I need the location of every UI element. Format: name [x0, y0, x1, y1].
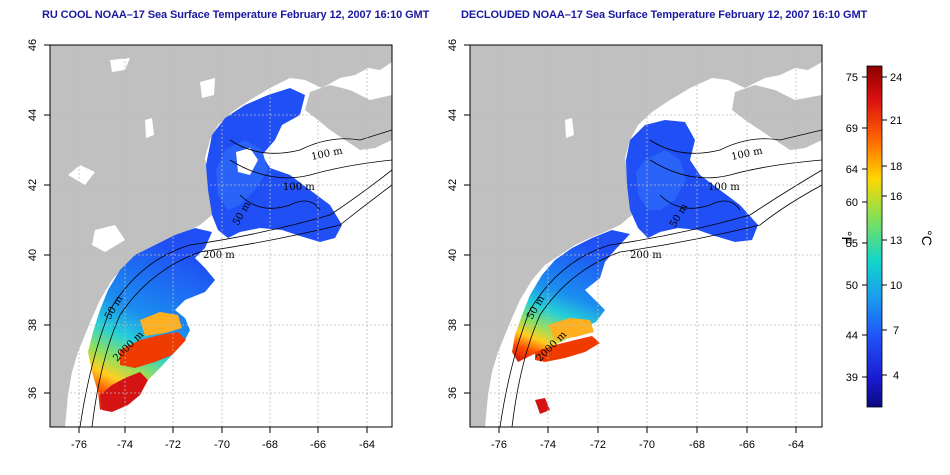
- lon-tick-label: -76: [71, 439, 87, 451]
- contour-label: 100 m: [283, 182, 315, 193]
- lat-tick-label: 38: [447, 319, 459, 331]
- lat-tick-label: 42: [27, 179, 39, 191]
- sst-warm-water: [140, 312, 182, 336]
- contour-label: 200 m: [630, 250, 662, 261]
- lon-tick-label: -72: [165, 439, 181, 451]
- grid-lines: [470, 45, 822, 427]
- grid-lines: [50, 45, 392, 427]
- lat-tick-label: 42: [447, 179, 459, 191]
- lat-tick-label: 46: [27, 39, 39, 51]
- celsius-tick-label: 4: [893, 370, 899, 382]
- fahrenheit-tick-label: 39: [846, 372, 858, 384]
- sst-shelf-water: [512, 230, 630, 362]
- left-map-title: RU COOL NOAA–17 Sea Surface Temperature …: [42, 9, 430, 21]
- celsius-tick-label: 24: [890, 72, 902, 84]
- fahrenheit-tick-label: 44: [846, 330, 858, 342]
- lat-tick-label: 40: [447, 249, 459, 261]
- fahrenheit-tick-label: 64: [846, 164, 858, 176]
- fahrenheit-tick-label: 60: [846, 197, 858, 209]
- lon-tick-label: -64: [359, 439, 375, 451]
- land-mass: [732, 85, 822, 150]
- celsius-tick-label: 7: [893, 325, 899, 337]
- map-frame: [469, 44, 823, 428]
- celsius-unit-label: °C: [919, 230, 935, 246]
- sst-cold-water: [626, 120, 758, 242]
- right-map-panel: 100 m 100 m 50 m 200 m 50 m 2000 m -76 -…: [447, 39, 823, 451]
- lat-tick-label: 36: [447, 387, 459, 399]
- contour-label: 100 m: [708, 182, 740, 193]
- bathymetry-contours: [499, 129, 822, 427]
- lat-tick-label: 44: [447, 109, 459, 121]
- land-mass: [470, 45, 822, 427]
- sst-warm-water: [120, 332, 186, 368]
- right-map-title: DECLOUDED NOAA–17 Sea Surface Temperatur…: [461, 9, 868, 21]
- celsius-tick-label: 18: [890, 161, 902, 173]
- lat-tick-label: 40: [27, 249, 39, 261]
- lon-tick-label: -66: [739, 439, 755, 451]
- contour-label: 100 m: [310, 145, 344, 162]
- celsius-tick-label: 21: [890, 115, 902, 127]
- celsius-tick-label: 10: [890, 280, 902, 292]
- lat-tick-label: 36: [27, 387, 39, 399]
- sst-warm-water: [535, 398, 550, 414]
- colorbar-gradient: [866, 65, 883, 408]
- contour-label: 100 m: [730, 145, 764, 162]
- left-map-panel: 100 m 100 m 50 m 200 m 50 m 2000 m -76 -…: [27, 39, 393, 451]
- fahrenheit-tick-label: 75: [846, 72, 858, 84]
- fahrenheit-unit-label: °F: [839, 231, 855, 245]
- sst-warm-water: [548, 318, 594, 340]
- sst-cold-water: [636, 150, 686, 210]
- lon-tick-label: -70: [214, 439, 230, 451]
- lon-tick-label: -74: [540, 439, 556, 451]
- sst-warm-water: [535, 336, 600, 362]
- lon-tick-label: -70: [639, 439, 655, 451]
- map-frame: [49, 44, 393, 428]
- sst-warm-water: [100, 372, 148, 412]
- fahrenheit-tick-label: 55: [846, 238, 858, 250]
- land-mass: [50, 45, 392, 427]
- lat-tick-label: 44: [27, 109, 39, 121]
- lat-tick-label: 46: [447, 39, 459, 51]
- fahrenheit-tick-label: 69: [846, 123, 858, 135]
- bathymetry-contours: [79, 129, 392, 427]
- lon-tick-label: -76: [491, 439, 507, 451]
- celsius-tick-label: 16: [890, 191, 902, 203]
- lon-tick-label: -72: [590, 439, 606, 451]
- temperature-colorbar: 75 69 64 60 55 50 44 39 24 21 18 16 13 1…: [839, 65, 935, 408]
- contour-label: 200 m: [203, 250, 235, 261]
- lon-tick-label: -66: [310, 439, 326, 451]
- lat-tick-label: 38: [27, 319, 39, 331]
- lon-tick-label: -68: [689, 439, 705, 451]
- lon-tick-label: -68: [262, 439, 278, 451]
- fahrenheit-tick-label: 50: [846, 280, 858, 292]
- lon-tick-label: -74: [117, 439, 133, 451]
- land-mass: [305, 85, 392, 150]
- lon-tick-label: -64: [788, 439, 804, 451]
- celsius-tick-label: 13: [890, 235, 902, 247]
- cloud-mask: [236, 148, 258, 175]
